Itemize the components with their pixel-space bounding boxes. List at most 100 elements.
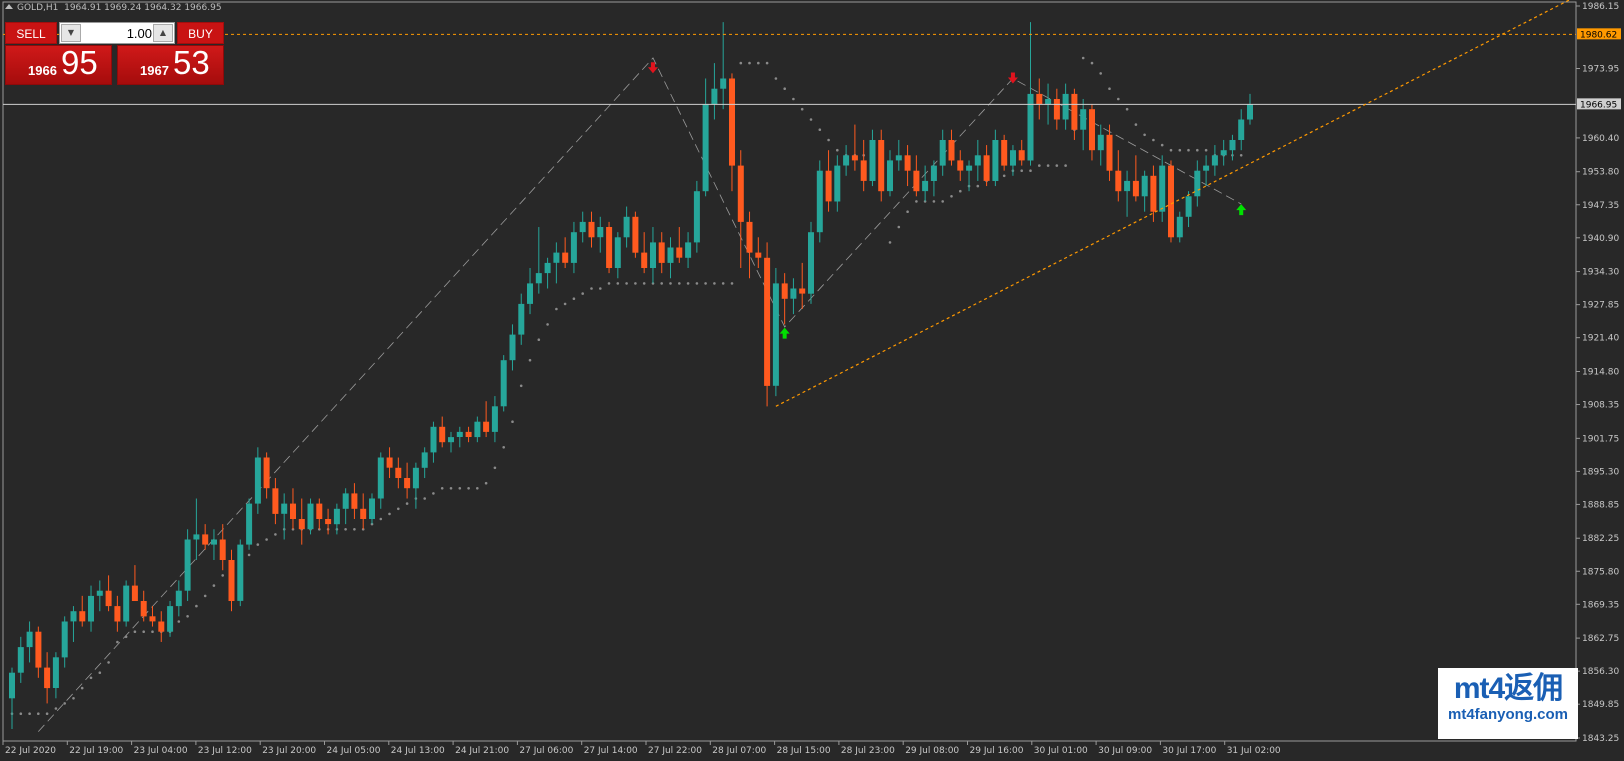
bull-candle xyxy=(9,672,15,699)
bull-candle xyxy=(720,78,727,89)
sar-dot xyxy=(177,620,181,623)
bear-candle xyxy=(272,488,279,514)
sar-dot xyxy=(1090,61,1094,65)
bull-candle xyxy=(123,585,130,622)
bear-candle xyxy=(983,155,990,181)
x-tick-label: 22 Jul 19:00 xyxy=(69,746,123,756)
sar-dot xyxy=(1064,164,1067,167)
y-tick-label: 1843.25 xyxy=(1582,734,1619,744)
sar-dot xyxy=(713,282,716,285)
sar-dot xyxy=(72,697,75,700)
bull-candle xyxy=(237,544,244,601)
sell-price-button[interactable]: 1966 95 xyxy=(5,44,112,85)
sar-dot xyxy=(581,292,584,295)
sar-dot xyxy=(449,487,453,490)
bull-candle xyxy=(448,437,454,443)
bear-candle xyxy=(606,227,613,268)
bull-candle xyxy=(1010,150,1016,166)
bear-candle xyxy=(44,667,51,689)
bear-candle xyxy=(1001,140,1008,166)
resistance-price-tag xyxy=(1577,28,1621,40)
bull-candle xyxy=(816,170,823,233)
bull-candle xyxy=(808,232,814,294)
sar-dot xyxy=(836,148,839,152)
sar-dot xyxy=(941,200,944,203)
bull-candle xyxy=(246,503,253,545)
bull-candle xyxy=(579,221,586,233)
sar-dot xyxy=(54,707,58,710)
x-tick-label: 30 Jul 09:00 xyxy=(1098,746,1152,756)
lot-increase-arrow-icon[interactable]: ▲ xyxy=(153,24,173,42)
lot-size-input[interactable] xyxy=(82,24,152,42)
x-tick-label: 29 Jul 08:00 xyxy=(905,746,959,756)
bull-candle xyxy=(667,247,674,263)
bull-candle xyxy=(650,242,656,268)
y-tick-label: 1882.25 xyxy=(1582,534,1619,544)
sell-signal-arrow-icon xyxy=(1007,72,1018,84)
sar-dot xyxy=(888,241,892,244)
y-tick-label: 1875.80 xyxy=(1582,567,1619,577)
bear-candle xyxy=(913,170,920,192)
bear-candle xyxy=(131,585,138,601)
sar-dot xyxy=(353,528,356,531)
chart-ohlc: 1964.91 1969.24 1964.32 1966.95 xyxy=(64,3,222,13)
sar-dot xyxy=(467,487,470,490)
sar-dot xyxy=(432,492,435,495)
x-tick-label: 28 Jul 15:00 xyxy=(777,746,831,756)
bear-candle xyxy=(1150,175,1157,212)
lot-decrease-arrow-icon[interactable]: ▼ xyxy=(61,24,81,42)
y-tick-label: 1940.90 xyxy=(1582,234,1619,244)
sar-dot xyxy=(818,128,822,131)
sar-dot xyxy=(1160,143,1164,147)
x-tick-label: 23 Jul 04:00 xyxy=(134,746,188,756)
y-tick-label: 1869.35 xyxy=(1582,600,1619,610)
bull-candle xyxy=(685,242,692,258)
bear-candle xyxy=(263,457,270,489)
sar-dot xyxy=(809,118,813,121)
bull-candle xyxy=(843,155,850,166)
bull-candle xyxy=(1185,196,1192,217)
bull-candle xyxy=(869,140,876,181)
sell-button[interactable]: SELL xyxy=(5,22,57,44)
bear-candle xyxy=(360,508,367,519)
sar-dot xyxy=(493,466,497,470)
sell-price-pips: 95 xyxy=(61,44,98,81)
y-tick-label: 1934.30 xyxy=(1582,268,1619,278)
watermark-logo: mt4返佣 mt4fanyong.com xyxy=(1438,668,1578,739)
bull-candle xyxy=(623,216,630,238)
buy-button[interactable]: BUY xyxy=(177,22,224,44)
lot-size-field[interactable]: ▼ ▲ xyxy=(59,22,175,44)
bear-candle xyxy=(764,257,771,386)
bull-candle xyxy=(456,431,463,437)
sar-dot xyxy=(607,282,611,285)
bull-candle xyxy=(772,283,779,386)
sar-dot xyxy=(361,528,365,531)
buy-price-button[interactable]: 1967 53 xyxy=(117,44,224,85)
sar-dot xyxy=(1134,123,1138,126)
sar-dot xyxy=(37,712,40,715)
bear-candle xyxy=(158,621,165,632)
y-tick-label: 1908.35 xyxy=(1582,401,1619,411)
bull-candle xyxy=(1211,155,1218,166)
bull-candle xyxy=(895,155,902,161)
bull-candle xyxy=(184,539,191,591)
buy-signal-arrow-icon xyxy=(779,327,790,339)
bear-candle xyxy=(290,503,296,519)
sell-price-prefix: 1966 xyxy=(28,63,57,78)
sar-dot xyxy=(678,282,681,285)
y-tick-label: 1953.80 xyxy=(1582,168,1619,178)
bull-candle xyxy=(597,227,604,238)
chart-header: GOLD,H1 1964.91 1969.24 1964.32 1966.95 xyxy=(5,3,222,13)
bear-candle xyxy=(729,78,735,166)
y-tick-label: 1849.85 xyxy=(1582,700,1619,710)
y-tick-label: 1901.75 xyxy=(1582,434,1619,444)
bull-candle xyxy=(1203,165,1210,171)
collapse-triangle-icon[interactable] xyxy=(5,4,13,9)
bull-candle xyxy=(834,165,841,202)
sar-dot xyxy=(212,584,216,587)
sar-dot xyxy=(572,297,576,301)
bear-candle xyxy=(799,288,806,294)
sar-dot xyxy=(757,61,760,65)
bull-candle xyxy=(1176,216,1183,238)
